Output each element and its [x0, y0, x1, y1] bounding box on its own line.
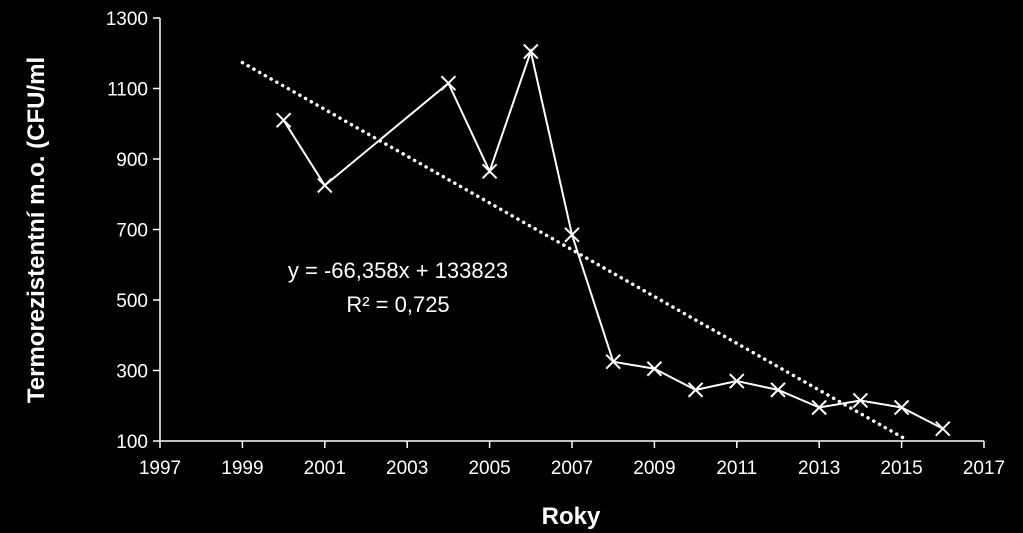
x-axis-title: Roky	[542, 503, 601, 530]
y-tick-label: 700	[116, 221, 148, 242]
trendline	[240, 60, 906, 440]
x-tick-label: 2013	[798, 458, 840, 479]
y-tick-label: 1300	[106, 9, 148, 30]
axes	[159, 18, 984, 442]
x-tick-label: 2003	[386, 458, 428, 479]
data-point-marker	[729, 373, 745, 389]
y-tick-label: 1100	[107, 80, 148, 101]
x-tick-label: 2001	[304, 458, 346, 479]
data-point-marker	[935, 420, 951, 437]
data-point-marker	[605, 353, 621, 370]
data-point-marker	[770, 382, 786, 398]
y-axis-ticks: 100 300 500 700 900 1100 1300	[106, 9, 160, 453]
data-point-marker	[481, 163, 498, 180]
data-point-marker	[275, 112, 292, 128]
x-tick-label: 2015	[880, 458, 922, 479]
data-point-marker	[893, 399, 910, 416]
y-tick-label: 300	[116, 362, 148, 383]
data-point-marker	[440, 75, 457, 91]
x-axis-ticks: 1997 1999 2001 2003 2005 2007 2009 2011 2013 2015…	[139, 441, 1005, 479]
r-squared-label: R² = 0,725	[346, 292, 449, 317]
data-point-marker	[564, 227, 580, 243]
series-line	[282, 47, 944, 430]
y-tick-label: 100	[116, 432, 148, 453]
x-tick-label: 1999	[221, 458, 263, 479]
data-point-marker	[687, 382, 704, 398]
data-point-marker	[523, 43, 539, 60]
y-tick-label: 900	[116, 150, 148, 171]
data-point-marker	[317, 177, 333, 194]
series-markers	[275, 43, 951, 437]
y-tick-label: 500	[116, 291, 148, 312]
x-tick-label: 2007	[551, 458, 593, 479]
data-point-marker	[646, 361, 663, 377]
equation-label: y = -66,358x + 133823	[288, 258, 508, 283]
x-tick-label: 2011	[716, 458, 757, 479]
x-tick-label: 2009	[633, 458, 675, 479]
data-point-marker	[811, 399, 827, 416]
x-tick-label: 2005	[468, 458, 510, 479]
y-axis-title: Termorezistentní m.o. (CFU/ml	[23, 57, 50, 403]
x-tick-label: 1997	[139, 458, 181, 479]
data-point-marker	[852, 392, 869, 409]
x-tick-label: 2017	[963, 458, 1005, 479]
